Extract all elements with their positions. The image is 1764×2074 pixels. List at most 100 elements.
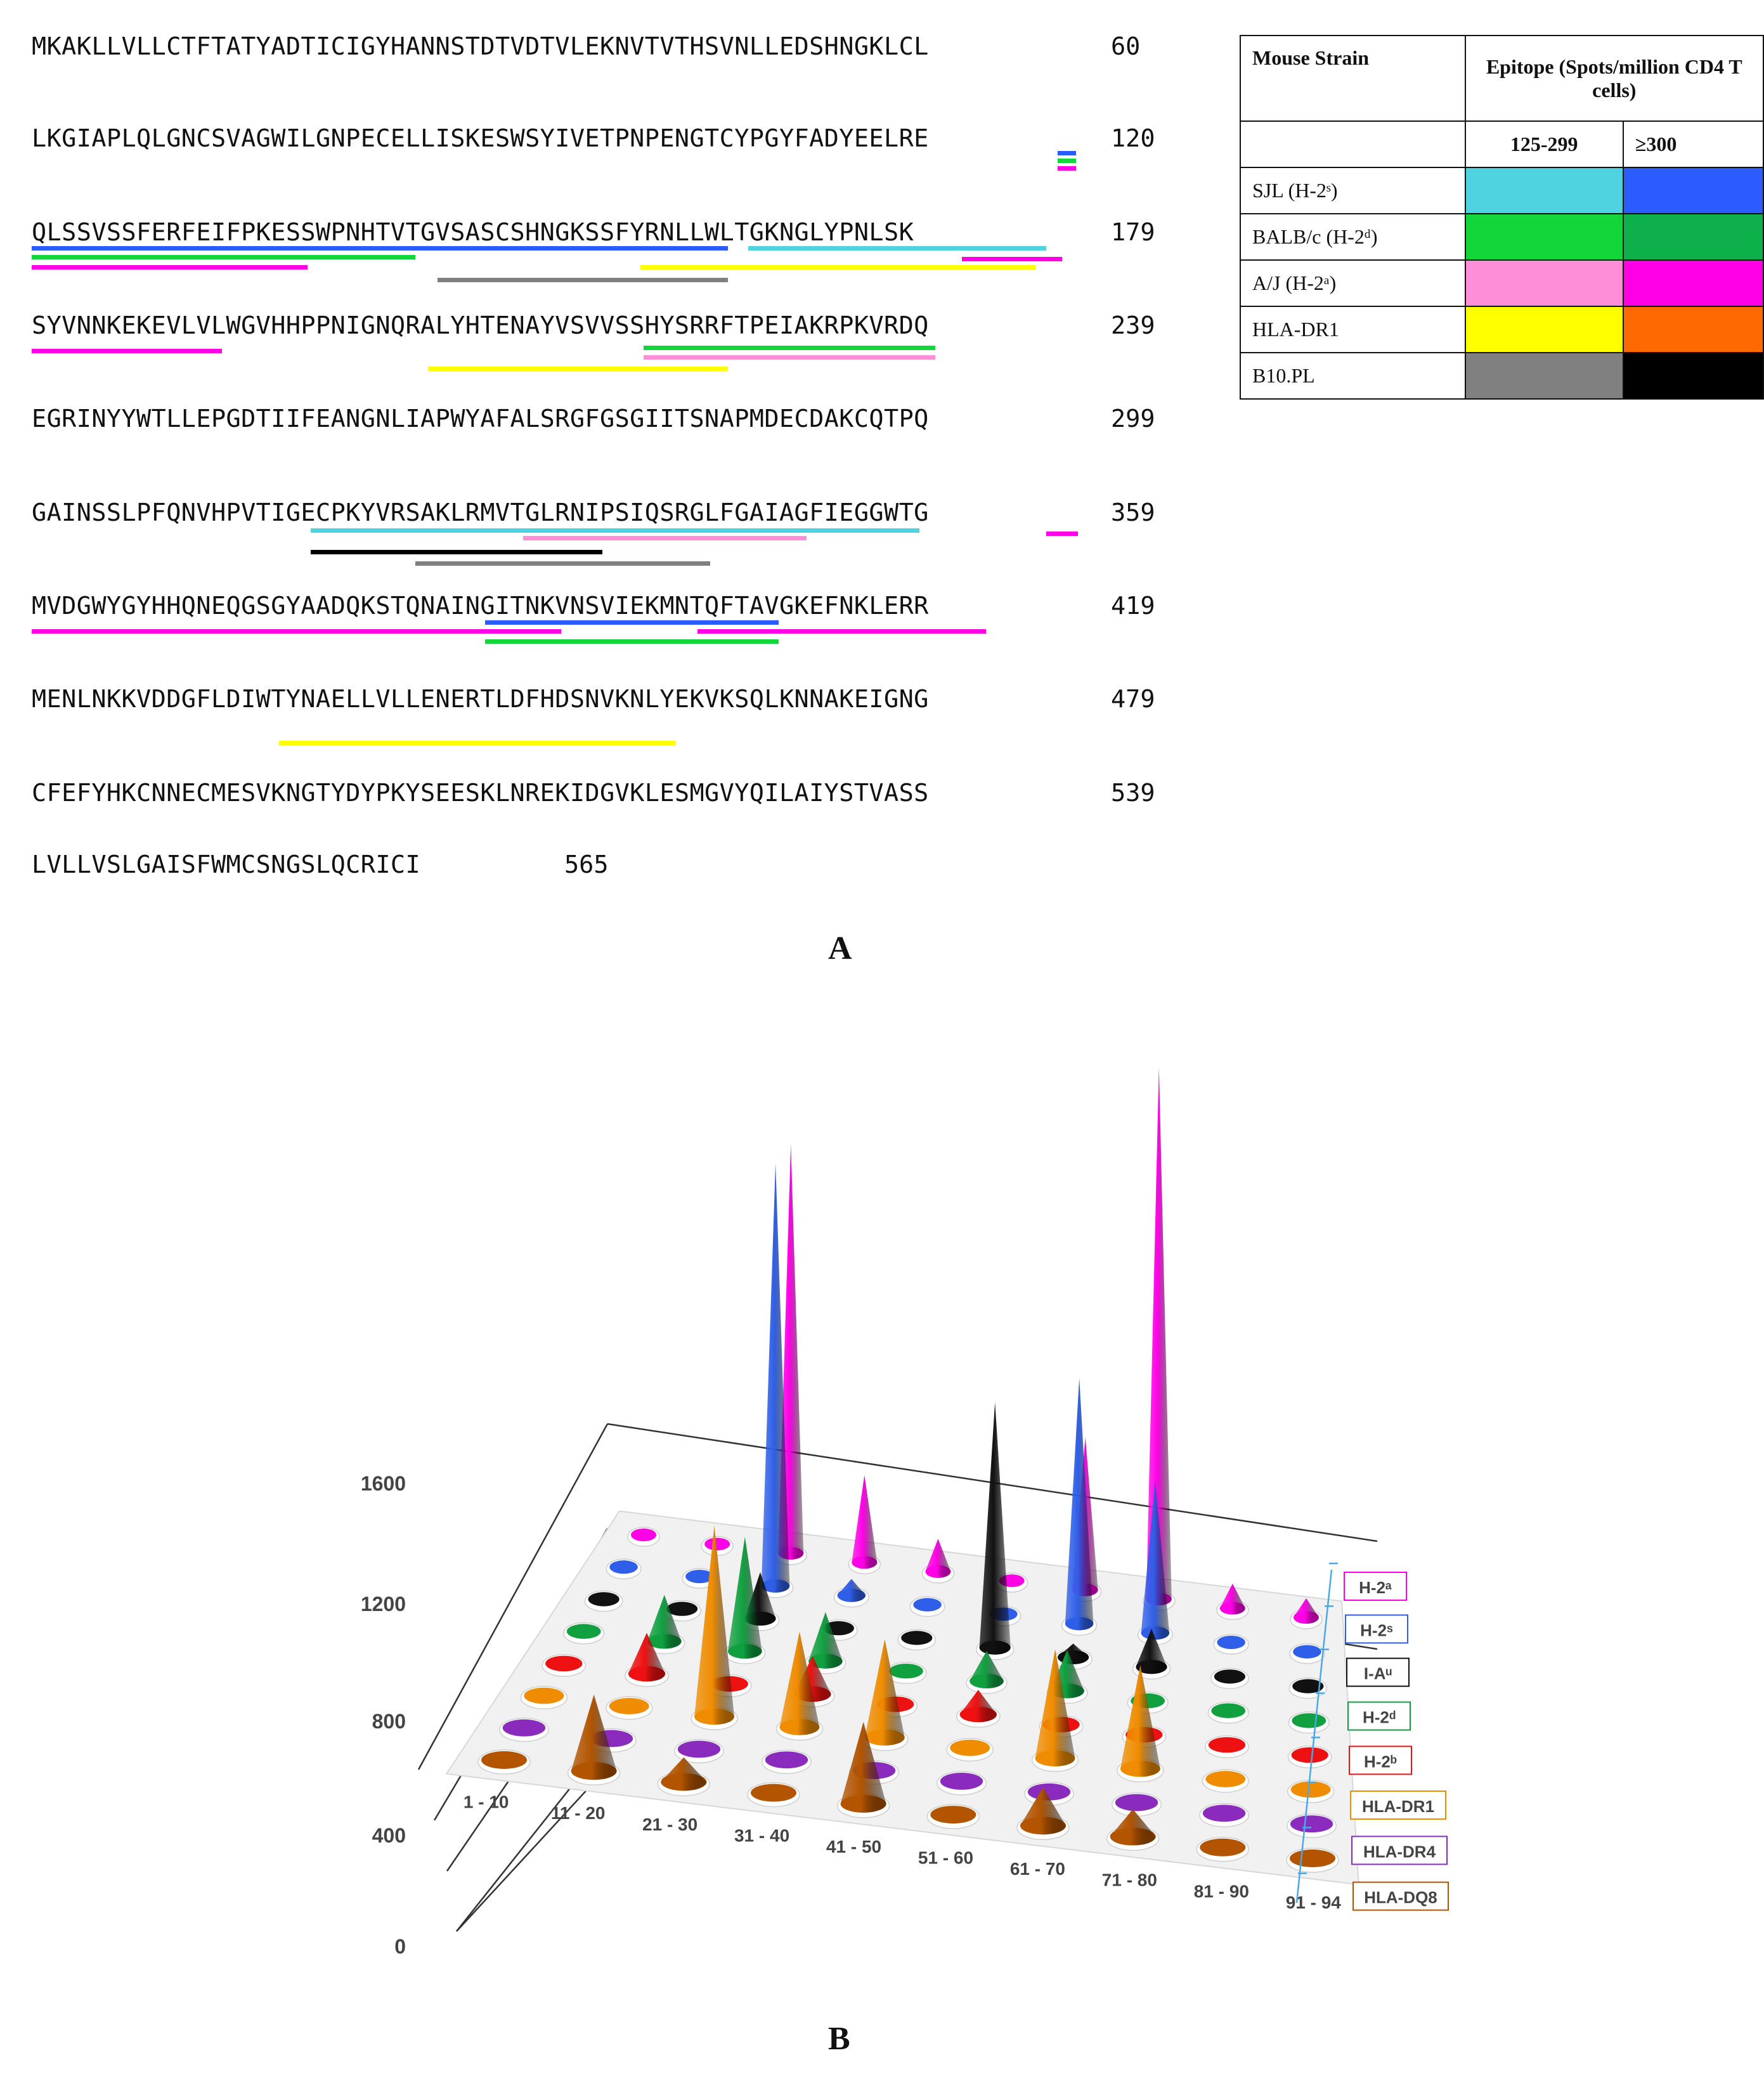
cone-marker [567, 1694, 621, 1785]
cone-marker [1288, 1677, 1328, 1699]
cone-body [1294, 1598, 1319, 1624]
cone-marker [1112, 1792, 1162, 1817]
cone-body [979, 1402, 1011, 1655]
panel-b-label: B [828, 2021, 850, 2057]
cone-marker [584, 1590, 623, 1612]
cone-body [628, 1633, 666, 1682]
legend-range-high: ≥300 [1622, 121, 1764, 168]
z-tick-label: 0 [394, 1935, 406, 1958]
cone-body [1035, 1649, 1075, 1766]
cone-base [609, 1560, 638, 1574]
cone-marker [836, 1721, 890, 1818]
epitope-underline [311, 528, 919, 533]
legend-strain-label: HLA-DR1 [1240, 306, 1466, 353]
series-legend-label: HLA-DR1 [1362, 1797, 1434, 1816]
legend-swatch-high [1622, 167, 1764, 214]
series-legend-box [1347, 1701, 1411, 1731]
cone-marker [1210, 1667, 1249, 1690]
cone-base [1292, 1713, 1326, 1728]
epitope-underline [748, 246, 1046, 251]
cone-marker [747, 1782, 800, 1808]
cone-marker [477, 1749, 531, 1775]
sequence-line: QLSSVSSFERFEIFPKESSWPNHTVTGVSASCSHNGKSSF… [32, 218, 914, 247]
cone-body [1219, 1583, 1245, 1615]
z-tick-label: 400 [372, 1824, 406, 1847]
cone-body [1020, 1787, 1067, 1835]
legend-empty-cell [1240, 121, 1466, 168]
cone-body [694, 1525, 735, 1725]
series-legend-box [1345, 1614, 1408, 1644]
epitope-underline [428, 367, 728, 371]
cone-marker [966, 1651, 1008, 1694]
cone-body [959, 1690, 997, 1723]
legend-strain-label: SJL (H-2ˢ) [1240, 167, 1466, 214]
cone-marker [542, 1653, 587, 1677]
sequence-line: SYVNNKEKEVLVLWGVHHPPNIGNQRALYHTENAYVSVVS… [32, 311, 929, 340]
cone-base [751, 1784, 796, 1802]
epitope-underline [644, 346, 935, 350]
cone-base [1211, 1703, 1246, 1718]
cone-base [545, 1655, 583, 1672]
legend-swatch-high [1622, 306, 1764, 353]
x-tick-label: 41 - 50 [826, 1837, 881, 1856]
cone-base [1217, 1635, 1245, 1650]
cone-marker [657, 1757, 711, 1797]
sequence-position-number: 179 [1111, 218, 1155, 247]
cone-body [779, 1631, 820, 1735]
series-legend-box [1349, 1745, 1412, 1775]
cone-marker [946, 1738, 994, 1762]
legend-col2-header: Epitope (Spots/million CD4 T cells) [1464, 35, 1764, 122]
series-legend-box [1351, 1836, 1448, 1865]
cone-marker [1216, 1583, 1249, 1621]
legend-strain-label: B10.PL [1240, 352, 1466, 400]
cone-base [588, 1592, 619, 1607]
z-tick-label: 1200 [361, 1593, 406, 1615]
cone-marker [921, 1539, 955, 1584]
epitope-underline [32, 246, 728, 251]
cone-body [1120, 1665, 1160, 1777]
x-tick-label: 71 - 80 [1102, 1870, 1157, 1890]
series-legend: H-2ᵃ H-2ˢ I-Aᵘ H-2ᵈ H-2ᵇ HLA-DR1 HLA-DR4 HLA-DQ… [1295, 1562, 1449, 1911]
epitope-underline [485, 639, 779, 644]
cone-body [837, 1579, 866, 1602]
z-tick-label: 1600 [361, 1472, 406, 1495]
epitope-underline [279, 741, 675, 745]
epitope-underline [32, 255, 415, 259]
legend-strain-label: BALB/c (H-2ᵈ) [1240, 213, 1466, 261]
sequence-line: MENLNKKVDDGFLDIWTYNAELLVLLENERTLDFHDSNVK… [32, 685, 929, 714]
epitope-underline [644, 355, 935, 360]
epitope-underline [640, 265, 1035, 270]
cone-base [1205, 1771, 1246, 1787]
series-legend-box [1344, 1572, 1407, 1601]
x-tick-label: 81 - 90 [1194, 1881, 1249, 1901]
legend-swatch-low [1464, 259, 1624, 307]
legend-swatch-high [1622, 259, 1764, 307]
sequence-line: CFEFYHKCNNECMESVKNGTYDYPKYSEESKLNREKIDGV… [32, 779, 929, 807]
legend-swatch-high [1622, 352, 1764, 400]
cone-base [1200, 1838, 1246, 1856]
cone-marker [897, 1629, 937, 1651]
epitope-underline [1058, 151, 1076, 155]
cone-marker [606, 1558, 642, 1580]
sequence-line: GAINSSLPFQNVHPVTIGECPKYVRSAKLRMVTGLRNIPS… [32, 499, 929, 527]
legend-range-low: 125-299 [1464, 121, 1624, 168]
cone-marker [606, 1696, 653, 1720]
sequence-position-number: 239 [1111, 311, 1155, 340]
panel-a-label: A [828, 930, 852, 967]
cone-base [1202, 1804, 1246, 1822]
cone-marker [885, 1662, 927, 1685]
sequence-position-number: 479 [1111, 685, 1155, 714]
legend-strain-label: A/J (H-2ᵃ) [1240, 259, 1466, 307]
cone-base [940, 1772, 983, 1790]
cone-marker [1199, 1803, 1250, 1828]
cone-base [901, 1631, 933, 1645]
cone-base [913, 1598, 942, 1612]
x-tick-label: 11 - 20 [551, 1803, 606, 1823]
legend-row: HLA-DR1 [1240, 306, 1764, 353]
cone-body [852, 1475, 878, 1569]
legend-col1-header: Mouse Strain [1240, 35, 1466, 122]
x-tick-label: 21 - 30 [642, 1815, 697, 1834]
cone-marker [691, 1525, 738, 1731]
series-legend-label: H-2ᵇ [1364, 1752, 1397, 1771]
cone-marker [975, 1402, 1015, 1660]
